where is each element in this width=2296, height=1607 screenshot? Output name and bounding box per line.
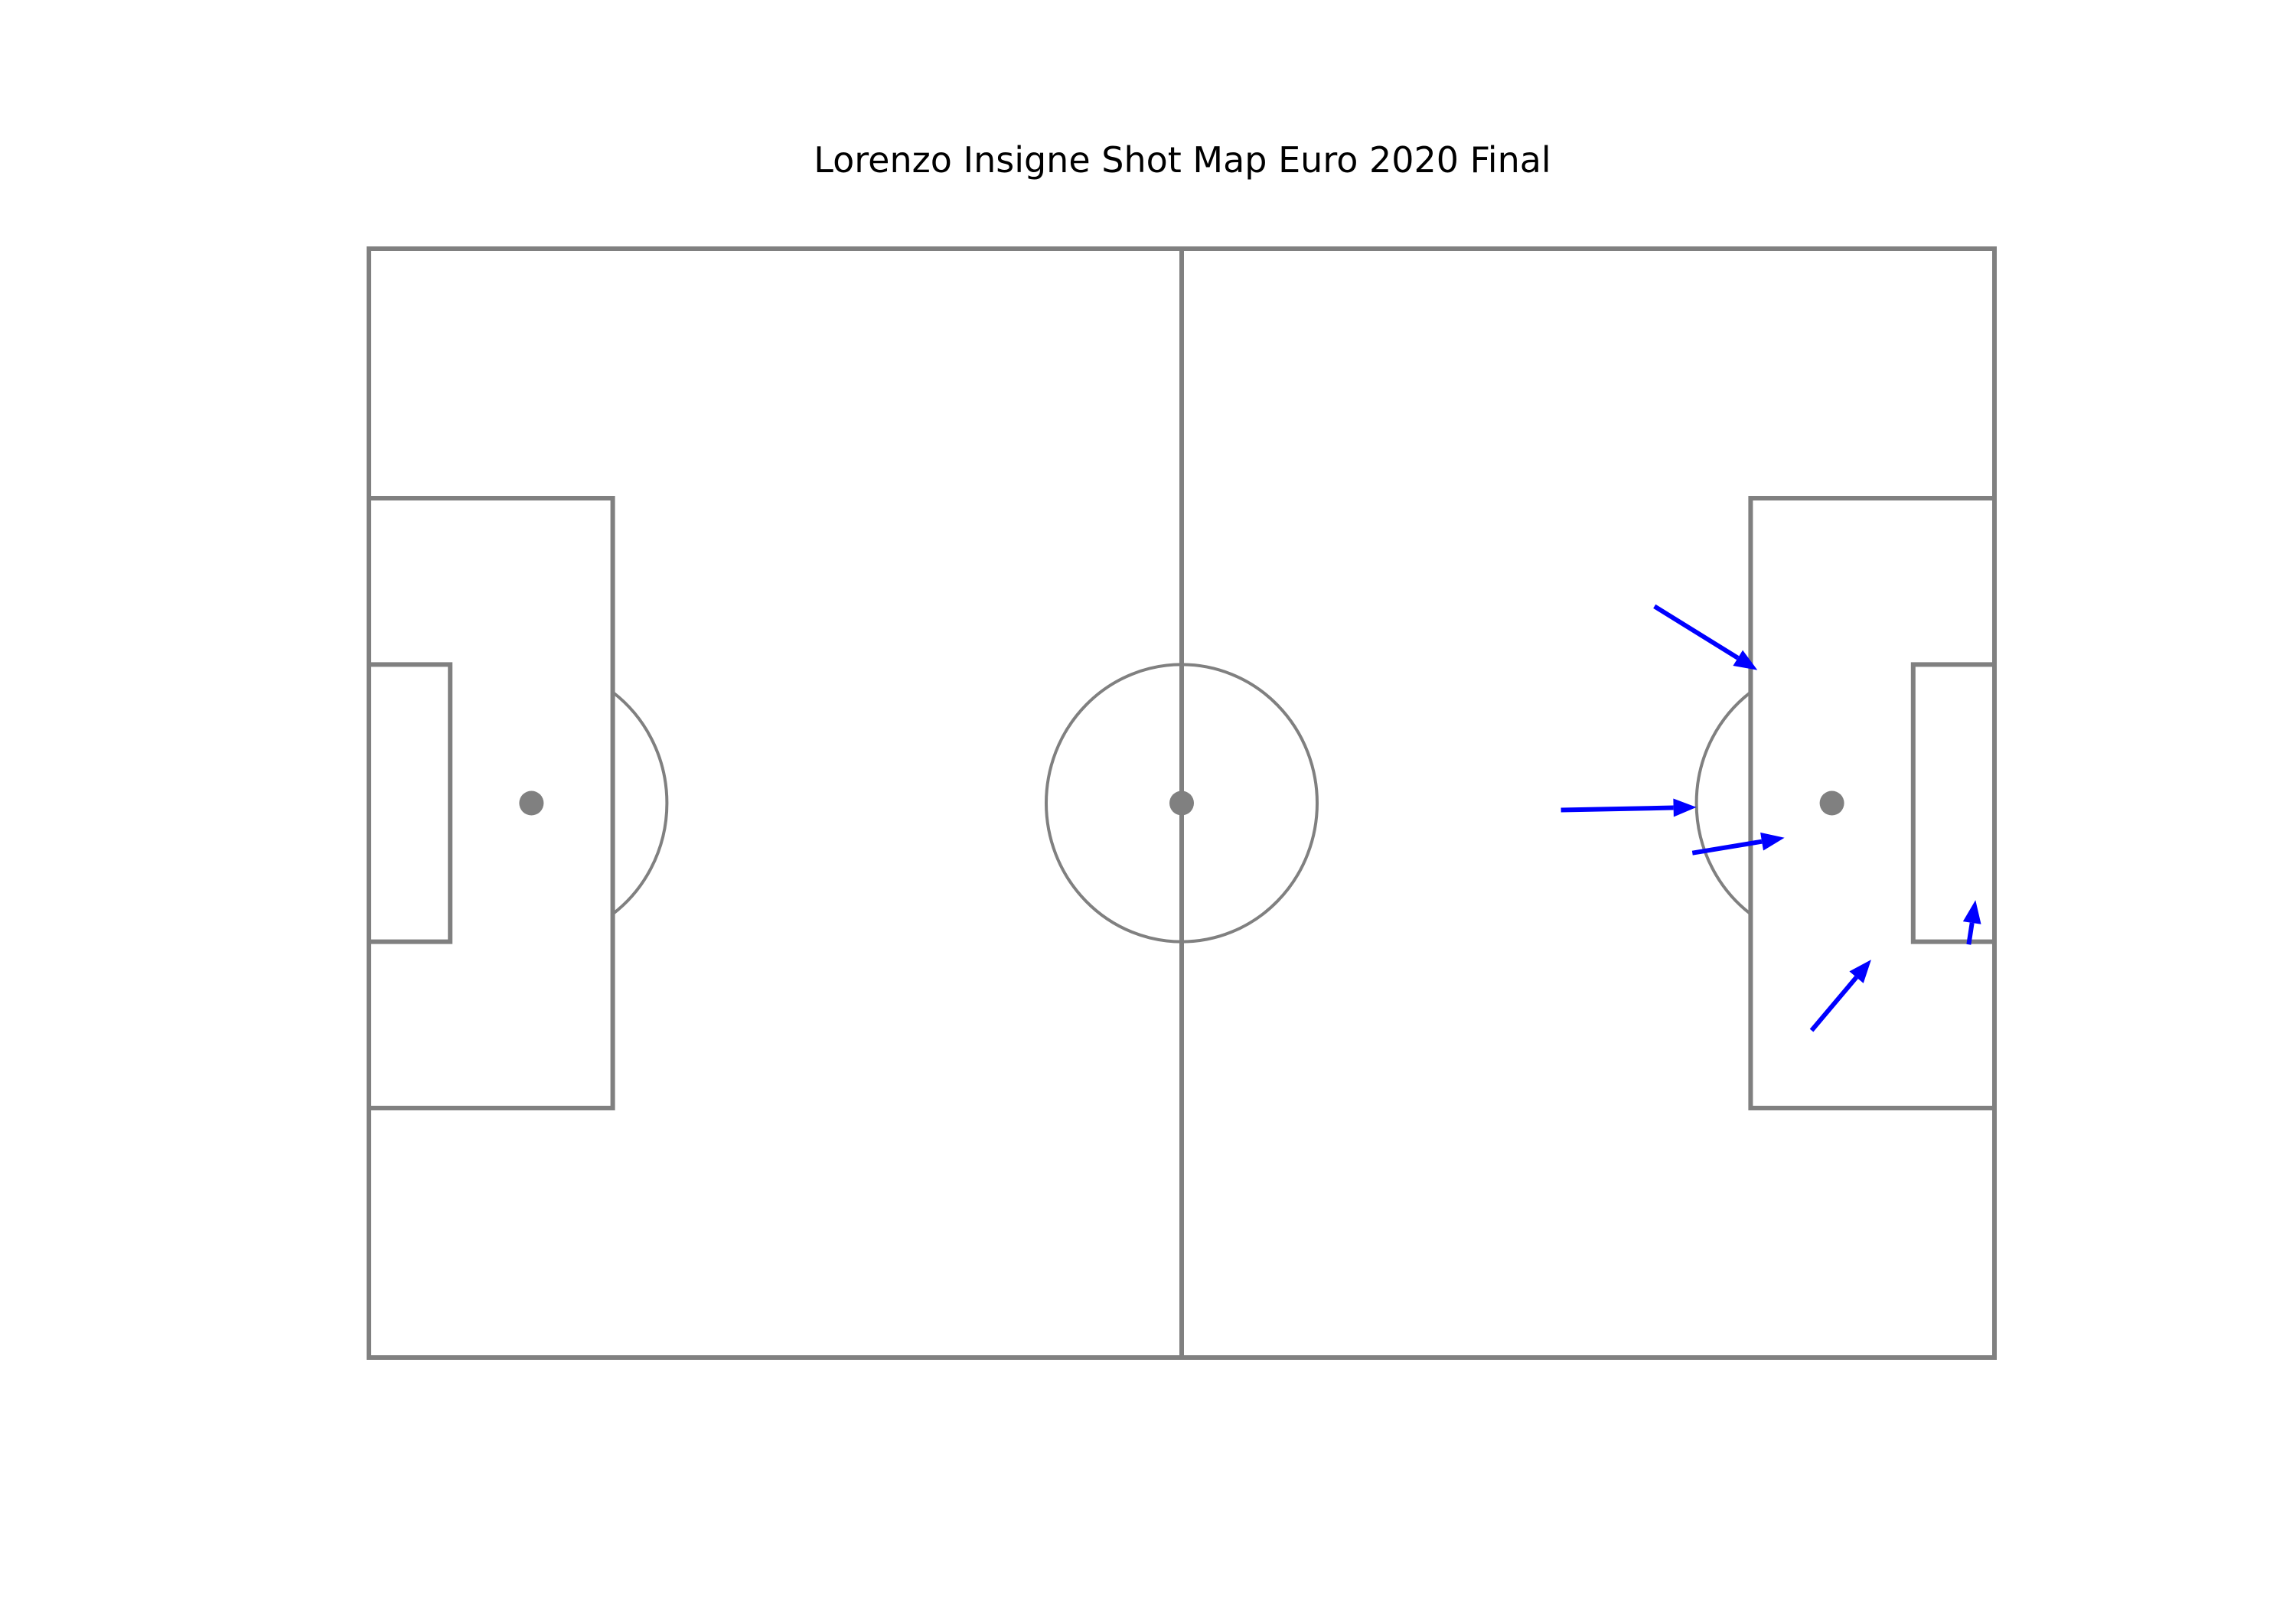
shot-arrow xyxy=(1653,604,1758,670)
centre-spot xyxy=(1169,790,1194,816)
right-six-yard-box xyxy=(1910,662,1998,944)
right-penalty-spot xyxy=(1819,790,1844,816)
right-penalty-arc xyxy=(1694,691,1752,915)
shot-arrowhead xyxy=(1760,832,1785,851)
left-penalty-arc xyxy=(612,691,669,915)
shot-arrowhead xyxy=(1962,900,1981,924)
shot-line xyxy=(1691,839,1763,856)
chart-title: Lorenzo Insigne Shot Map Euro 2020 Final xyxy=(814,139,1551,181)
shot-arrowhead xyxy=(1733,650,1758,670)
shot-arrowhead xyxy=(1849,960,1871,983)
left-six-yard-box xyxy=(367,662,453,944)
shot-line xyxy=(1809,976,1858,1032)
shot-arrowhead xyxy=(1673,798,1697,817)
shot-line xyxy=(1966,922,1975,945)
centre-circle xyxy=(1045,663,1319,944)
shot-arrow xyxy=(1809,960,1871,1032)
shot-line xyxy=(1653,604,1740,660)
left-penalty-spot xyxy=(519,790,544,816)
shot-arrow xyxy=(1691,832,1785,856)
shot-arrow xyxy=(1962,900,1981,945)
shot-arrow xyxy=(1561,798,1697,817)
shot-line xyxy=(1561,805,1674,813)
shots-layer xyxy=(1561,604,1981,1032)
pitch xyxy=(367,246,1998,1360)
